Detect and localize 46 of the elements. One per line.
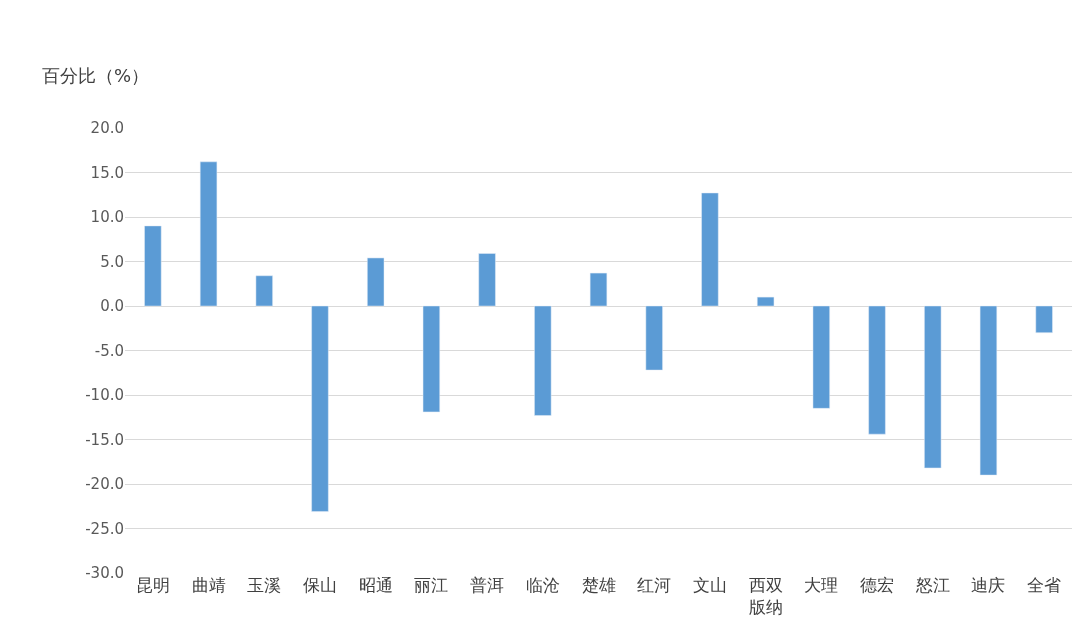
y-tick-label: -30.0 — [85, 564, 124, 583]
x-tick-label: 文山 — [692, 575, 727, 595]
y-tick-label: -15.0 — [85, 430, 124, 449]
x-tick-label: 迪庆 — [971, 575, 1006, 595]
x-tick-label: 丽江 — [414, 575, 449, 595]
x-tick-label: 全省 — [1027, 575, 1062, 595]
bar — [757, 296, 775, 307]
bar — [812, 305, 830, 409]
bar — [199, 161, 218, 307]
x-tick-label: 昭通 — [358, 575, 393, 595]
x-tick-label: 临沧 — [525, 575, 560, 595]
bar — [422, 305, 440, 413]
x-tick-label: 曲靖 — [191, 575, 226, 595]
bar — [589, 272, 608, 307]
bar — [979, 305, 998, 476]
x-tick-label: 红河 — [637, 575, 672, 595]
bar — [924, 305, 942, 469]
bar — [701, 192, 719, 307]
bar — [645, 305, 663, 371]
y-tick-label: 20.0 — [90, 119, 124, 138]
x-tick-label: 玉溪 — [247, 575, 282, 595]
y-tick-label: -25.0 — [85, 519, 124, 538]
bar — [1035, 305, 1053, 333]
y-tick-label: 5.0 — [100, 252, 124, 271]
y-tick-label: 15.0 — [90, 163, 124, 182]
x-tick-label: 普洱 — [470, 575, 505, 595]
bar — [478, 253, 496, 307]
bar — [534, 305, 552, 416]
y-tick-label: -10.0 — [85, 386, 124, 405]
x-tick-label: 保山 — [302, 575, 337, 595]
x-tick-label: 怒江 — [914, 575, 950, 595]
x-tick-label: 楚雄 — [581, 575, 616, 595]
x-tick-label: 德宏 — [860, 575, 895, 595]
bar — [255, 275, 273, 307]
y-axis-title: 百分比（%） — [42, 65, 150, 86]
x-tick-label: 大理 — [804, 575, 839, 595]
y-tick-label: 10.0 — [90, 208, 124, 227]
y-tick-label: -20.0 — [85, 475, 124, 494]
x-tick-label: 西双版纳 — [748, 575, 783, 618]
y-tick-label: -5.0 — [94, 341, 124, 360]
bar — [868, 305, 886, 435]
bar — [367, 257, 385, 307]
bar — [311, 305, 329, 512]
y-tick-label: 0.0 — [100, 297, 124, 316]
x-tick-label: 昆明 — [135, 575, 170, 595]
bar — [144, 225, 162, 307]
